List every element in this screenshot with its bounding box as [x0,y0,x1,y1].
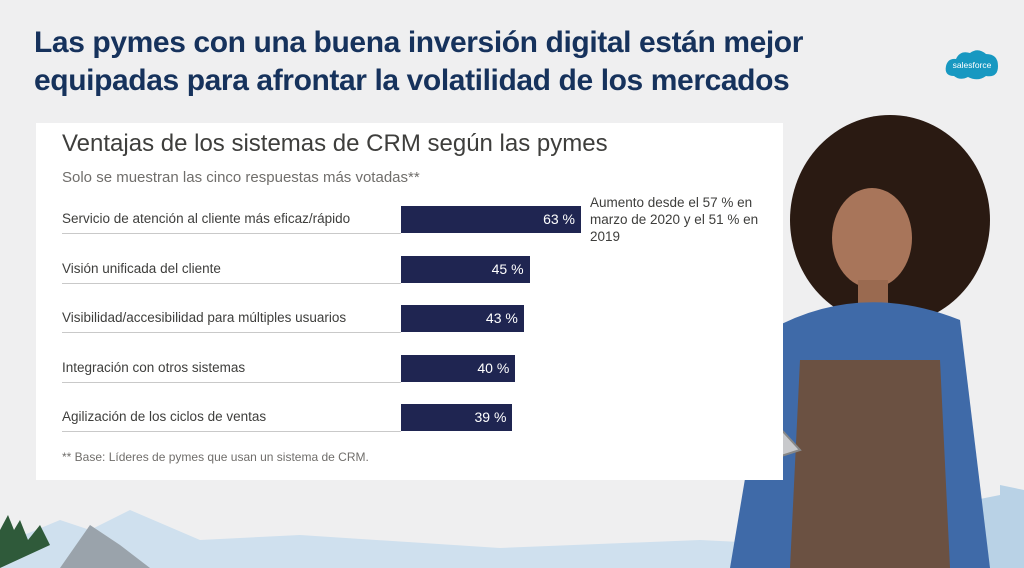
chart-title: Ventajas de los sistemas de CRM según la… [62,130,608,157]
bar-value-label: 40 % [477,360,510,376]
category-label: Visión unificada del cliente [62,261,221,276]
bar: 63 % [401,206,581,233]
bar-value-label: 43 % [485,310,518,326]
slide-title-line1: Las pymes con una buena inversión digita… [34,26,804,59]
category-label: Integración con otros sistemas [62,360,246,375]
bar-value-label: 45 % [491,261,524,277]
bar: 40 % [401,355,516,382]
row-divider [62,332,401,333]
svg-text:salesforce: salesforce [953,60,992,70]
bar: 45 % [401,256,530,283]
row-divider [62,431,401,432]
bar: 43 % [401,305,524,332]
slide-title: Las pymes con una buena inversión digita… [34,24,934,100]
bar-value-label: 63 % [543,211,575,227]
row-divider [62,233,401,234]
category-label: Servicio de atención al cliente más efic… [62,211,351,226]
category-label: Agilización de los ciclos de ventas [62,409,267,424]
bar: 39 % [401,404,513,431]
chart-footnote: ** Base: Líderes de pymes que usan un si… [62,450,369,464]
chart-annotation: Aumento desde el 57 % en marzo de 2020 y… [590,195,759,244]
row-divider [62,382,401,383]
woman-with-tablet-photo [658,115,990,568]
category-label: Visibilidad/accesibilidad para múltiples… [62,310,347,325]
salesforce-logo: salesforce [945,50,998,80]
slide-title-line2: equipadas para afrontar la volatilidad d… [34,64,790,97]
bar-value-label: 39 % [474,409,507,425]
row-divider [62,283,401,284]
chart-subtitle: Solo se muestran las cinco respuestas má… [62,169,420,186]
